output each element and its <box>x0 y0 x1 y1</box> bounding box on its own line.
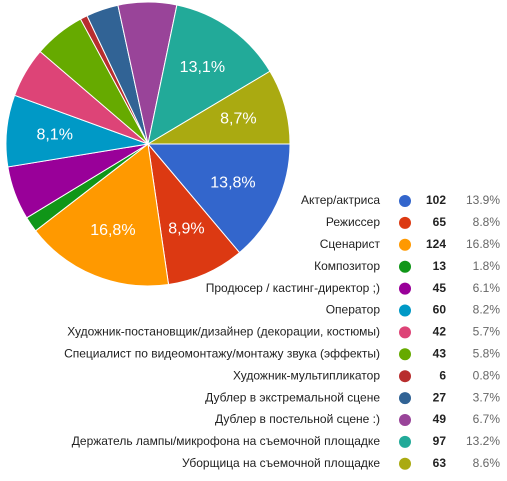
legend-count: 13 <box>433 259 447 273</box>
legend-marker <box>399 414 411 426</box>
legend-marker <box>399 326 411 339</box>
legend-label: Продюсер / кастинг-директор ;) <box>206 281 380 295</box>
slice-label: 8,1% <box>36 126 72 143</box>
legend-percent: 8.2% <box>473 303 501 317</box>
pie-slice <box>147 4 271 146</box>
legend-percent: 1.8% <box>473 259 501 273</box>
legend-marker <box>399 435 411 448</box>
legend-count: 97 <box>433 434 447 448</box>
legend-percent: 3.7% <box>473 390 501 404</box>
legend-label: Сценарист <box>320 237 381 251</box>
slice-label: 16,8% <box>90 222 135 239</box>
legend-percent: 8.8% <box>473 215 501 229</box>
legend-count: 65 <box>433 215 447 229</box>
slice-label: 13,8% <box>210 175 255 192</box>
legend-label: Дублер в постельной сцене :) <box>215 412 380 426</box>
legend-count: 124 <box>426 237 446 251</box>
legend-count: 63 <box>433 456 447 470</box>
legend-percent: 8.6% <box>473 456 501 470</box>
legend-percent: 6.7% <box>473 412 501 426</box>
legend-count: 27 <box>433 390 447 404</box>
legend-label: Дублер в экстремальной сцене <box>205 390 380 404</box>
legend-marker <box>399 457 411 470</box>
legend-percent: 5.8% <box>473 346 501 360</box>
legend-marker <box>399 304 411 317</box>
legend-label: Художник-мультипликатор <box>233 368 380 382</box>
slice-label: 8,9% <box>168 221 204 238</box>
legend-marker <box>399 238 411 251</box>
legend-count: 43 <box>433 346 447 360</box>
slice-label: 8,7% <box>220 110 256 127</box>
pie-slice <box>146 70 291 145</box>
pie-slice <box>146 143 291 254</box>
pie-slice <box>34 143 170 287</box>
legend-marker <box>399 348 411 361</box>
legend-label: Художник-постановщик/дизайнер (декорации… <box>67 325 380 339</box>
legend-count: 45 <box>433 281 447 295</box>
legend-percent: 0.8% <box>473 368 501 382</box>
legend-label: Композитор <box>314 259 380 273</box>
legend-percent: 6.1% <box>473 281 501 295</box>
legend-marker <box>399 216 411 229</box>
legend-percent: 13.9% <box>466 193 500 207</box>
legend-label: Оператор <box>326 303 381 317</box>
legend-marker <box>399 370 411 383</box>
legend-label: Держатель лампы/микрофона на съемочной п… <box>72 434 381 448</box>
legend-marker <box>399 260 411 273</box>
legend-percent: 13.2% <box>466 434 500 448</box>
legend-label: Актер/актриса <box>301 193 380 207</box>
legend-count: 60 <box>433 303 447 317</box>
legend-label: Специалист по видеомонтажу/монтажу звука… <box>64 346 380 360</box>
legend-percent: 16.8% <box>466 237 500 251</box>
legend-count: 42 <box>433 325 447 339</box>
slice-label: 13,1% <box>180 59 225 76</box>
legend-marker <box>399 282 411 295</box>
legend-label: Режиссер <box>326 215 380 229</box>
legend-count: 49 <box>433 412 447 426</box>
legend-marker <box>399 195 411 207</box>
legend-count: 102 <box>426 193 446 207</box>
legend-percent: 5.7% <box>473 325 501 339</box>
legend-marker <box>399 392 411 405</box>
legend-count: 6 <box>439 368 446 382</box>
legend-label: Уборщица на съемочной площадке <box>182 456 380 470</box>
